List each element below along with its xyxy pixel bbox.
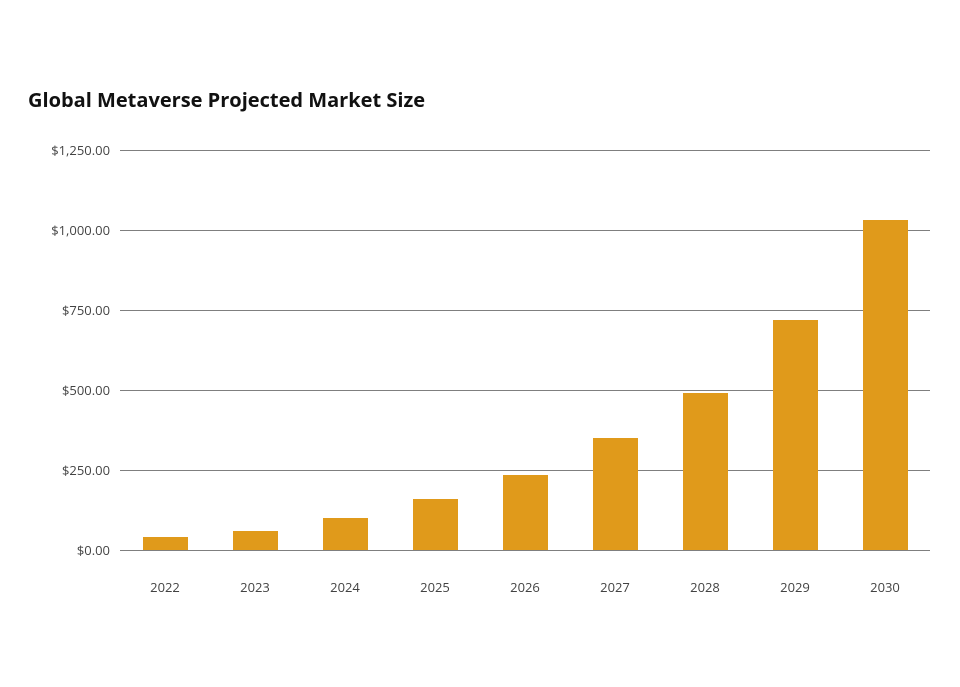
y-axis-label: $1,000.00 bbox=[20, 221, 110, 239]
bar bbox=[503, 475, 548, 550]
x-axis-label: 2026 bbox=[510, 578, 540, 596]
plot-area bbox=[120, 150, 930, 550]
x-axis-label: 2025 bbox=[420, 578, 450, 596]
x-axis-label: 2029 bbox=[780, 578, 810, 596]
gridline bbox=[120, 550, 930, 551]
y-axis-label: $0.00 bbox=[20, 541, 110, 559]
x-axis-label: 2030 bbox=[870, 578, 900, 596]
gridline bbox=[120, 150, 930, 151]
bar bbox=[863, 220, 908, 550]
chart-title: Global Metaverse Projected Market Size bbox=[28, 86, 425, 113]
gridline bbox=[120, 310, 930, 311]
x-axis-label: 2023 bbox=[240, 578, 270, 596]
bar bbox=[773, 320, 818, 550]
chart-container: Global Metaverse Projected Market Size $… bbox=[0, 0, 960, 687]
x-axis-label: 2024 bbox=[330, 578, 360, 596]
bar bbox=[413, 499, 458, 550]
y-axis-label: $1,250.00 bbox=[20, 141, 110, 159]
gridline bbox=[120, 230, 930, 231]
bar bbox=[683, 393, 728, 550]
bar bbox=[593, 438, 638, 550]
x-axis-label: 2027 bbox=[600, 578, 630, 596]
bar bbox=[143, 537, 188, 550]
bar bbox=[323, 518, 368, 550]
y-axis-label: $250.00 bbox=[20, 461, 110, 479]
y-axis-label: $750.00 bbox=[20, 301, 110, 319]
bar bbox=[233, 531, 278, 550]
y-axis-label: $500.00 bbox=[20, 381, 110, 399]
x-axis-label: 2028 bbox=[690, 578, 720, 596]
x-axis-label: 2022 bbox=[150, 578, 180, 596]
